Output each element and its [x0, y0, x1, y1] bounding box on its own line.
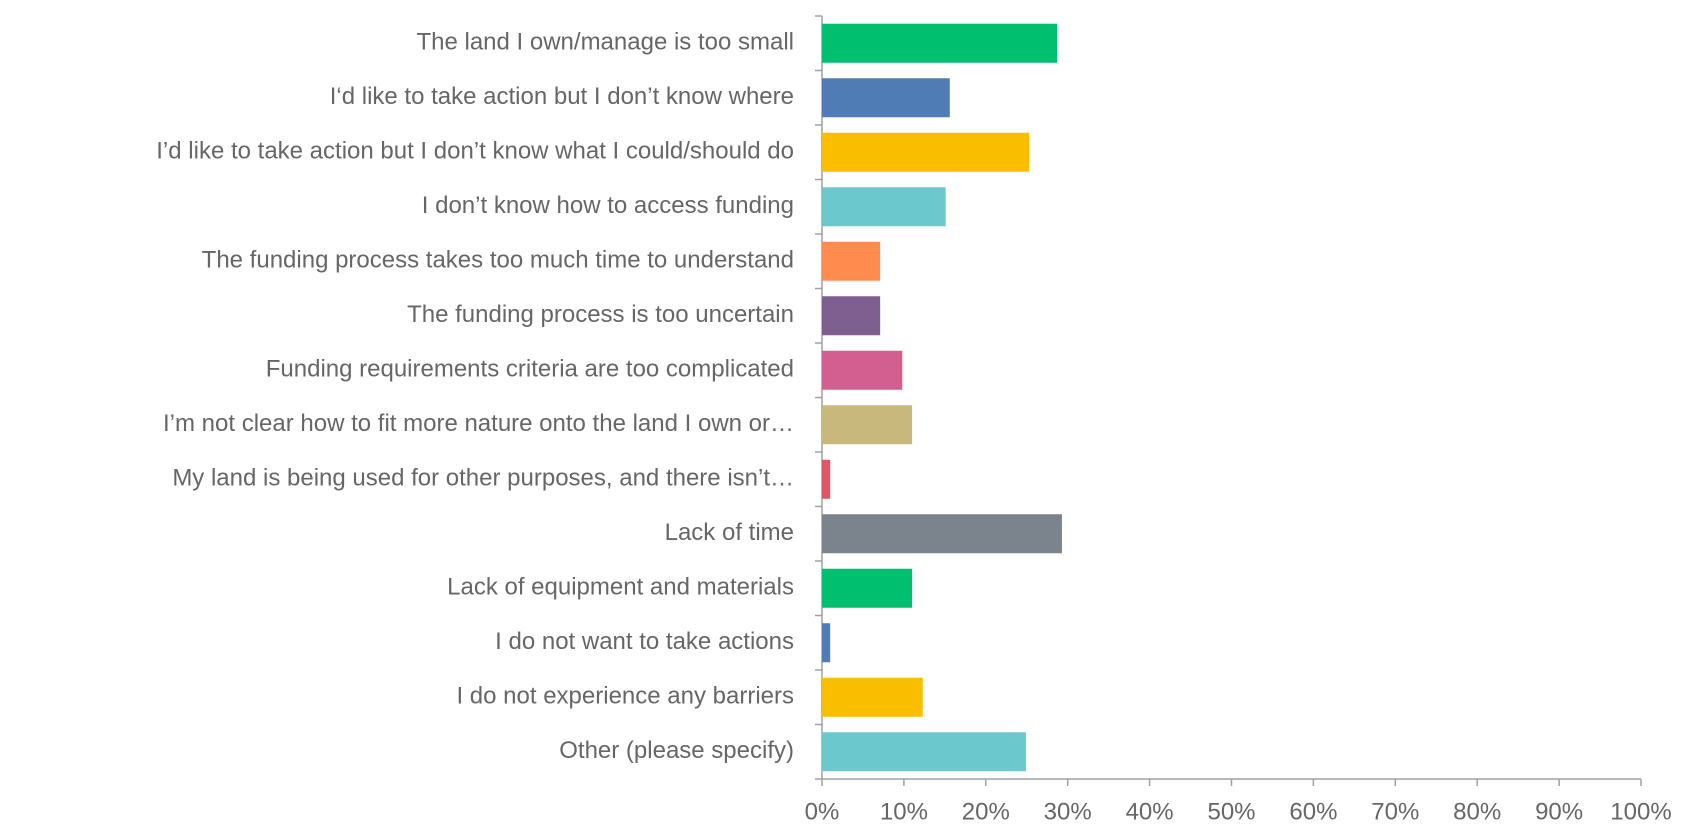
x-tick-label: 40% [1126, 798, 1174, 825]
y-tick-label: Lack of time [665, 519, 794, 546]
x-tick-label: 60% [1289, 798, 1337, 825]
y-tick-label: I do not experience any barriers [456, 683, 794, 710]
y-tick-label: My land is being used for other purposes… [172, 465, 794, 492]
bar [822, 350, 903, 390]
bar [822, 677, 923, 717]
bar [822, 732, 1026, 772]
y-tick-label: I‘d like to take action but I don’t know… [330, 83, 794, 110]
bar [822, 459, 831, 499]
bar [822, 568, 913, 608]
x-tick-label: 30% [1044, 798, 1092, 825]
bar [822, 23, 1058, 63]
x-tick-label: 100% [1610, 798, 1671, 825]
x-tick-label: 80% [1453, 798, 1501, 825]
y-tick-label: I’d like to take action but I don’t know… [156, 138, 794, 165]
y-tick-label: I’m not clear how to fit more nature ont… [163, 410, 794, 437]
y-tick-label: Funding requirements criteria are too co… [266, 356, 794, 383]
x-tick-label: 10% [880, 798, 928, 825]
y-tick-label: Lack of equipment and materials [447, 574, 794, 601]
bar [822, 78, 950, 118]
bar [822, 623, 831, 663]
x-tick-label: 0% [805, 798, 840, 825]
y-tick-label: I don’t know how to access funding [422, 192, 794, 219]
bar [822, 514, 1062, 554]
bar [822, 187, 946, 227]
bar [822, 132, 1030, 172]
bar [822, 405, 913, 445]
bar [822, 296, 881, 336]
x-tick-label: 90% [1535, 798, 1583, 825]
y-tick-label: Other (please specify) [559, 737, 794, 764]
x-tick-label: 20% [962, 798, 1010, 825]
y-tick-label: The funding process takes too much time … [202, 247, 794, 274]
x-tick-label: 70% [1371, 798, 1419, 825]
x-tick-label: 50% [1207, 798, 1255, 825]
y-tick-label: I do not want to take actions [495, 628, 794, 655]
bar [822, 241, 881, 281]
y-tick-label: The land I own/manage is too small [416, 29, 794, 56]
y-tick-label: The funding process is too uncertain [407, 301, 794, 328]
